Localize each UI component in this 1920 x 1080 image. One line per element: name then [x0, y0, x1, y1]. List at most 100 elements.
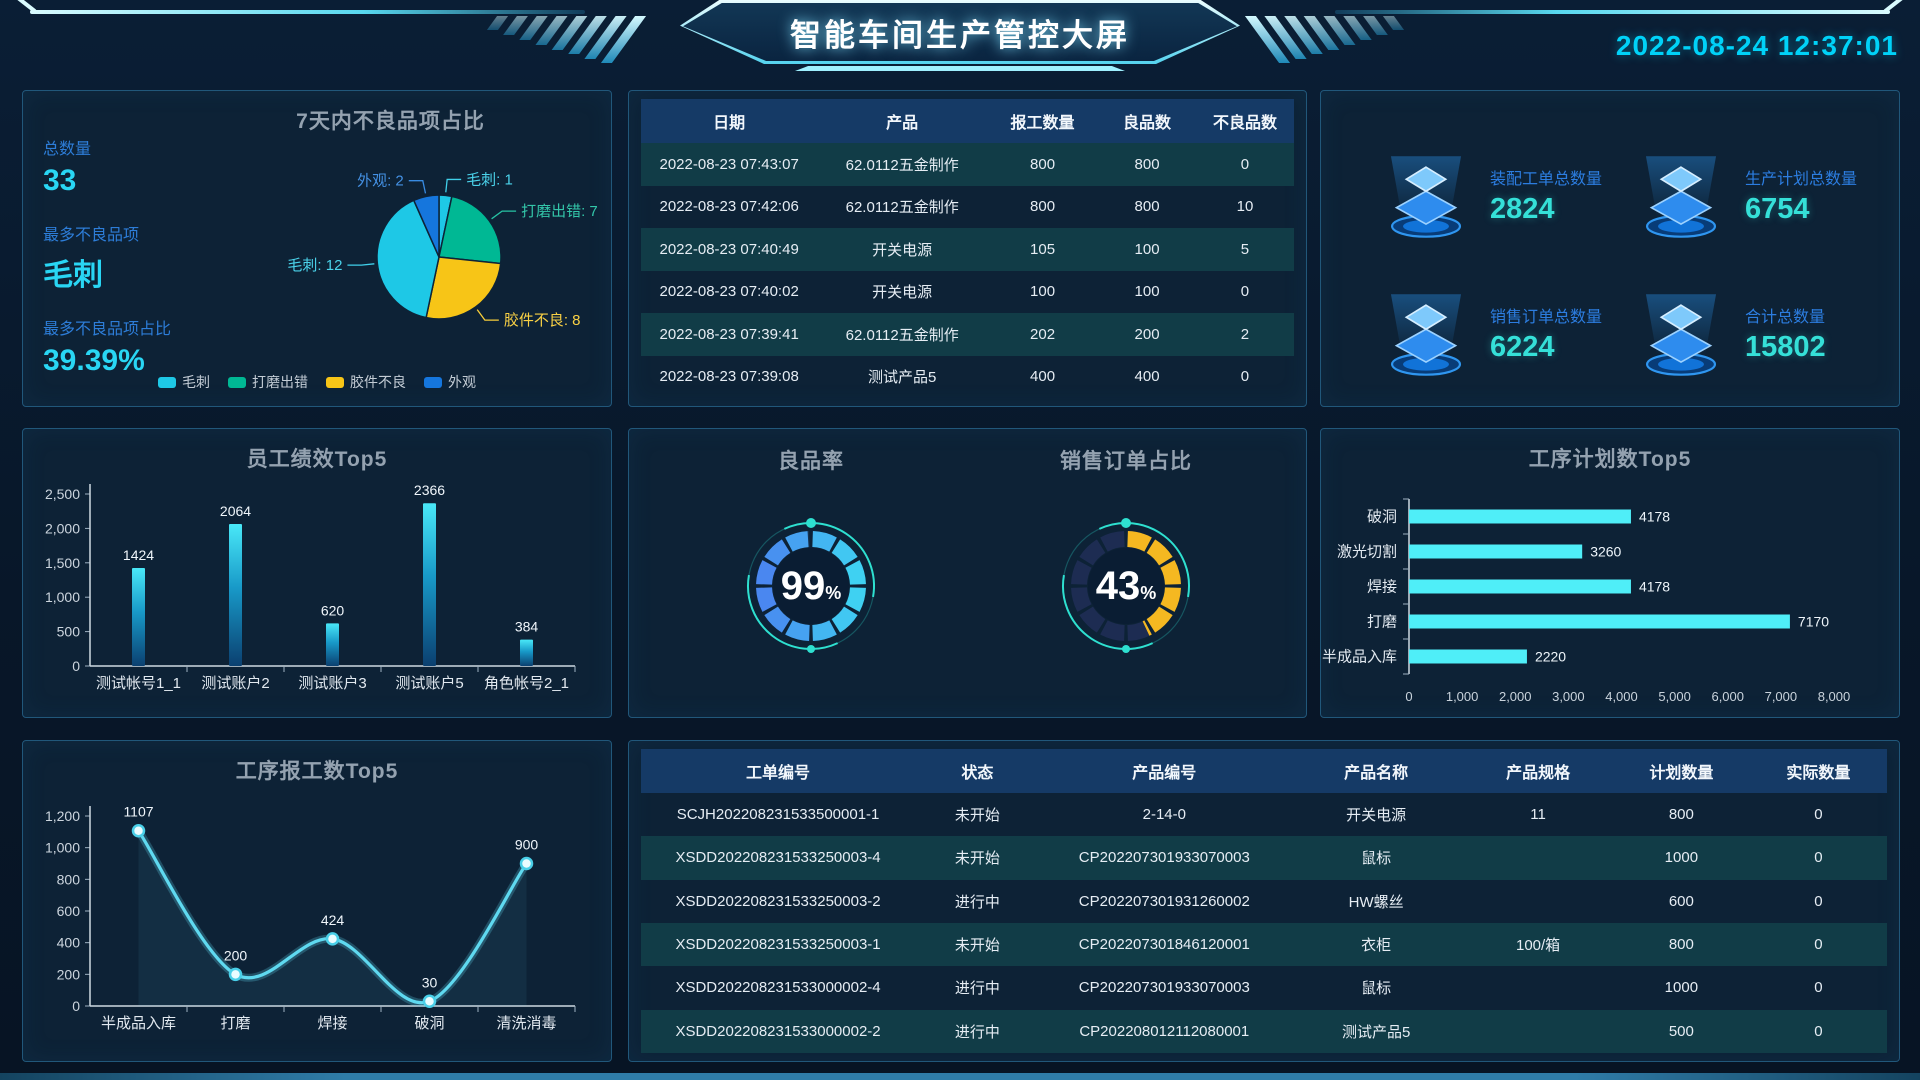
table-cell: XSDD202208231533250003-4 — [675, 849, 881, 867]
table-cell: 1000 — [1664, 979, 1699, 997]
defect-stat-value: 33 — [43, 164, 77, 197]
legend-label: 外观 — [448, 374, 476, 390]
table-cell: 0 — [1240, 155, 1250, 173]
stacked-layers-icon — [1645, 156, 1717, 238]
table-cell: 0 — [1814, 849, 1823, 867]
table-cell: XSDD202208231533000002-2 — [675, 1022, 881, 1040]
table-cell: 2022-08-23 07:40:02 — [659, 283, 799, 301]
table-row: 2022-08-23 07:42:06 62.0112五金制作 800 800 10 — [641, 186, 1294, 229]
report-panel-title: 工序报工数Top5 — [235, 760, 399, 783]
svg-text:激光切割: 激光切割 — [1337, 544, 1397, 561]
defect-stat-label: 最多不良品项占比 — [43, 321, 172, 338]
table-cell: HW螺丝 — [1348, 893, 1404, 911]
panel-gauges: 良品率 销售订单占比 99% 43% — [628, 428, 1307, 718]
table-row: 2022-08-23 07:39:41 62.0112五金制作 202 200 2 — [641, 313, 1294, 356]
table-cell: 未开始 — [954, 807, 1000, 825]
svg-text:400: 400 — [57, 935, 81, 951]
header-line-right — [1335, 10, 1890, 14]
stat-card-label: 装配工单总数量 — [1490, 171, 1603, 188]
table-cell: 0 — [1240, 368, 1250, 386]
table-cell: 202 — [1030, 325, 1056, 343]
legend-swatch — [326, 376, 344, 388]
svg-text:7170: 7170 — [1798, 614, 1829, 630]
table-cell: 0 — [1814, 1022, 1823, 1040]
header-stripes-left — [486, 16, 647, 63]
table-cell: XSDD202208231533000002-4 — [675, 979, 881, 997]
table-cell: 2022-08-23 07:43:07 — [659, 155, 799, 173]
svg-text:0: 0 — [1405, 689, 1412, 704]
svg-text:900: 900 — [515, 837, 539, 853]
legend-swatch — [158, 376, 176, 388]
table-cell: 100 — [1030, 283, 1056, 301]
svg-text:620: 620 — [321, 602, 345, 618]
pie-legend: 毛刺 打磨出错 胶件不良 外观 — [23, 372, 611, 392]
table-cell: 0 — [1814, 806, 1823, 824]
svg-text:焊接: 焊接 — [1367, 579, 1397, 596]
table-cell: CP202207301846120001 — [1078, 936, 1250, 954]
defect-stat: 总数量 33 — [43, 135, 91, 198]
table-row: 2022-08-23 07:39:08 测试产品5 400 400 0 — [641, 356, 1294, 399]
table-cell: 800 — [1134, 198, 1160, 216]
stat-card: 销售订单总数量 6224 — [1380, 289, 1632, 407]
table-header-cell: 日期 — [713, 115, 746, 132]
table-cell: 62.0112五金制作 — [845, 199, 959, 217]
svg-text:43%: 43% — [1096, 564, 1157, 608]
panel-process-report: 工序报工数Top5 0 200 400 600 800 1,000 1,200 1107 半成品… — [22, 740, 612, 1062]
sales-ratio-title: 销售订单占比 — [1060, 450, 1192, 473]
defect-stat-label: 最多不良品项 — [43, 227, 140, 244]
svg-text:打磨: 打磨 — [220, 1015, 250, 1032]
table-cell: CP202207301933070003 — [1078, 849, 1250, 867]
stat-card: 合计总数量 15802 — [1635, 289, 1887, 407]
title-banner: 智能车间生产管控大屏 — [680, 0, 1240, 64]
table-cell: 800 — [1668, 806, 1694, 824]
table-cell: 800 — [1030, 198, 1056, 216]
svg-text:1424: 1424 — [123, 547, 154, 563]
gauge-charts: 99% 43% — [747, 518, 1190, 653]
svg-text:4178: 4178 — [1639, 579, 1670, 595]
table-cell: 2022-08-23 07:39:08 — [659, 368, 799, 386]
panel-employee-performance: 员工绩效Top5 0 500 1,000 1,500 2,000 2,500 1424 测试帐… — [22, 428, 612, 718]
svg-text:毛刺: 1: 毛刺: 1 — [466, 171, 513, 188]
table-cell: 2-14-0 — [1142, 806, 1186, 824]
work-report-table: 日期 产品 报工数量 良品数 不良品数 2022-08-23 07:43:07 62.011… — [641, 99, 1294, 398]
defect-stat-value: 39.39% — [43, 344, 145, 377]
table-cell: 开关电源 — [1346, 807, 1407, 825]
svg-text:1,000: 1,000 — [45, 840, 80, 856]
table-cell: 未开始 — [954, 850, 1000, 868]
table-cell: 衣柜 — [1361, 937, 1392, 955]
panel-defect-ratio: 7天内不良品项占比 总数量 33 最多不良品项 毛刺 最多不良品项占比 39.39% 毛刺… — [22, 90, 612, 407]
table-cell: 2022-08-23 07:42:06 — [659, 198, 799, 216]
good-rate-title: 良品率 — [778, 450, 844, 473]
legend-label: 胶件不良 — [350, 374, 406, 390]
table-row: XSDD202208231533250003-1 未开始 CP20220730184… — [641, 922, 1887, 967]
table-header-cell: 产品名称 — [1344, 765, 1409, 782]
svg-text:打磨出错: 7: 打磨出错: 7 — [521, 203, 598, 220]
stat-card-label: 生产计划总数量 — [1745, 171, 1858, 188]
banner-underline — [795, 66, 1125, 71]
svg-text:500: 500 — [57, 624, 81, 640]
svg-text:3,000: 3,000 — [1552, 689, 1585, 704]
table-cell: SCJH202208231533500001-1 — [676, 806, 880, 824]
table-cell: 100 — [1134, 240, 1160, 258]
header: 智能车间生产管控大屏 2022-08-24 12:37:01 — [0, 0, 1920, 80]
table-cell: 11 — [1530, 806, 1546, 824]
table-header-cell: 产品编号 — [1132, 765, 1197, 782]
svg-text:5,000: 5,000 — [1658, 689, 1691, 704]
legend-label: 毛刺 — [182, 374, 210, 390]
svg-text:破洞: 破洞 — [1367, 509, 1397, 526]
svg-text:2,000: 2,000 — [45, 520, 80, 536]
svg-text:8,000: 8,000 — [1818, 689, 1851, 704]
table-cell: 0 — [1814, 892, 1823, 910]
table-header-row: 日期 产品 报工数量 良品数 不良品数 — [641, 99, 1294, 143]
process-report-line-chart: 0 200 400 600 800 1,000 1,200 1107 半成品入库 200 打磨 424… — [45, 804, 576, 1032]
stacked-layers-icon — [1645, 294, 1717, 376]
table-header-cell: 工单编号 — [746, 765, 811, 782]
employee-bar-chart: 0 500 1,000 1,500 2,000 2,500 1424 测试帐号1_1 2064 测… — [45, 482, 576, 692]
table-cell: 2 — [1240, 325, 1250, 343]
stacked-layers-icon — [1390, 156, 1462, 238]
panel-work-orders-table: 工单编号 状态 产品编号 产品名称 产品规格 计划数量 实际数量 SCJH2022082315… — [628, 740, 1900, 1062]
table-row: XSDD202208231533250003-2 进行中 CP20220730193… — [641, 880, 1887, 923]
process-plan-hbar-chart: 0 1,000 2,000 3,000 4,000 5,000 6,000 7,000 8,00… — [1322, 498, 1851, 704]
table-row: 2022-08-23 07:40:49 开关电源 105 100 5 — [641, 228, 1294, 271]
